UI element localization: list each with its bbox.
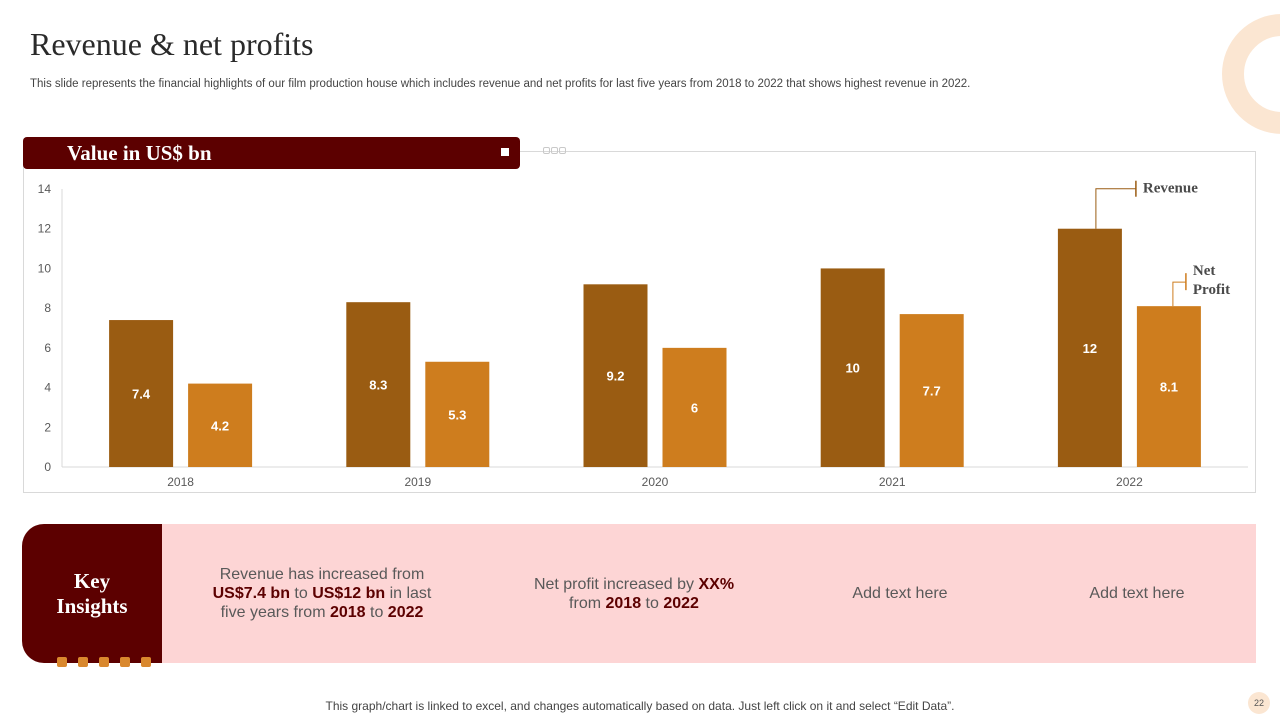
x-tick-label: 2022 [1116, 475, 1143, 489]
header-square-icon [501, 148, 509, 156]
revenue-bar [346, 302, 411, 467]
data-label: 6 [691, 400, 698, 415]
revenue-callout-line [1095, 188, 1136, 229]
page-number: 22 [1248, 692, 1270, 714]
y-tick-label: 6 [44, 341, 51, 355]
net-profit-bar [899, 314, 964, 467]
x-tick-label: 2018 [167, 475, 194, 489]
insight-revenue: Revenue has increased from US$7.4 bn to … [212, 566, 432, 621]
x-tick-label: 2020 [642, 475, 669, 489]
revenue-bar [109, 320, 174, 467]
dot-icon [78, 657, 88, 667]
insights-panel [150, 524, 1256, 663]
net-profit-bar [662, 347, 727, 467]
data-label: 12 [1083, 341, 1097, 356]
data-label: 7.4 [132, 387, 151, 402]
y-tick-label: 2 [44, 420, 51, 434]
data-label: 4.2 [211, 418, 229, 433]
chart-header-title: Value in US$ bn [67, 141, 212, 165]
net-profit-callout-label-1: Net [1193, 263, 1216, 279]
key-insights-text: Key Insights [56, 568, 128, 618]
revenue-bar [583, 284, 648, 467]
dot-icon [57, 657, 67, 667]
y-tick-label: 8 [44, 301, 51, 315]
dot-icon [141, 657, 151, 667]
net-profit-callout-label-2: Profit [1193, 282, 1230, 298]
revenue-bar [820, 268, 885, 467]
dot-icon [559, 147, 566, 154]
dot-icon [99, 657, 109, 667]
data-label: 9.2 [606, 369, 624, 384]
net-profit-bar [1136, 306, 1201, 467]
net-profit-bar [425, 361, 490, 467]
revenue-callout-label: Revenue [1143, 181, 1198, 197]
y-tick-label: 12 [38, 222, 52, 236]
x-tick-label: 2019 [404, 475, 431, 489]
dot-icon [543, 147, 550, 154]
insight-net-profit: Net profit increased by XX% from 2018 to… [533, 575, 735, 612]
revenue-bar [1057, 228, 1122, 467]
x-tick-label: 2021 [879, 475, 906, 489]
y-tick-label: 14 [38, 182, 52, 196]
dot-icon [551, 147, 558, 154]
key-insights-label: Key Insights [22, 524, 162, 663]
chart-header-bar: Value in US$ bn [23, 137, 520, 169]
insight-placeholder-1[interactable]: Add text here [852, 585, 948, 602]
insight-placeholder-2[interactable]: Add text here [1089, 585, 1185, 602]
dot-icon [120, 657, 130, 667]
data-label: 7.7 [923, 384, 941, 399]
insight-dots [57, 657, 151, 667]
y-tick-label: 10 [38, 261, 52, 275]
data-label: 10 [845, 361, 859, 376]
net-profit-bar [188, 383, 253, 467]
page-title: Revenue & net profits [30, 26, 314, 62]
decorative-dots [543, 147, 566, 154]
data-label: 5.3 [448, 407, 466, 422]
net-profit-callout-line [1172, 281, 1186, 307]
data-label: 8.3 [369, 378, 387, 393]
y-tick-label: 4 [44, 381, 51, 395]
data-label: 8.1 [1160, 380, 1178, 395]
y-tick-label: 0 [44, 460, 51, 474]
page-subtitle: This slide represents the financial high… [30, 78, 971, 90]
footer-note: This graph/chart is linked to excel, and… [325, 699, 955, 713]
chart-frame [23, 151, 1256, 493]
